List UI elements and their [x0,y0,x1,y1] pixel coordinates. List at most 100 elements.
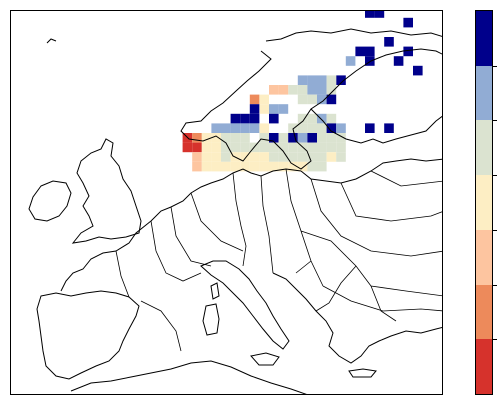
coastline-iberia [36,290,140,380]
grid-cell [221,161,231,172]
map-panel [10,10,443,395]
grid-cell [240,133,250,143]
grid-cell [288,161,298,172]
grid-cell [259,152,269,162]
colorbar-tick [493,175,497,177]
coastline-norway-tip [46,38,57,44]
grid-cell [307,142,317,153]
grid-cell [240,161,250,172]
grid-cell [317,94,327,105]
grid-cell [221,142,231,153]
grid-cell [307,94,317,105]
grid-cell [403,17,413,28]
grid-cell [336,75,346,85]
grid-cell [201,161,212,172]
colorbar-tick [493,284,497,286]
grid-cell [326,94,337,105]
grid-cell [355,46,365,57]
grid-cell [336,152,346,162]
grid-cell [297,123,308,133]
grid-cell [384,123,394,133]
coastline-finland [310,108,442,144]
grid-cell [317,133,327,143]
grid-cells [182,11,423,172]
colorbar-tick [493,339,497,341]
grid-cell [230,123,241,133]
grid-cell [307,161,317,172]
europe-map [28,11,442,394]
grid-cell [201,142,212,153]
grid-cell [365,11,375,18]
grid-cell [307,113,317,124]
colorbar-tick [493,120,497,122]
coastline-sicily [250,352,280,366]
colorbar-swatch-4 [476,175,492,231]
grid-cell [317,142,327,153]
grid-cell [240,152,250,162]
coastline-corsica [210,282,220,300]
grid-cell [336,142,346,153]
grid-cell [413,65,423,76]
grid-cell [317,123,327,133]
colorbar-swatch-7 [476,11,492,67]
grid-cell [326,75,337,85]
grid-cell [297,133,308,143]
grid-cell [307,75,317,85]
grid-cell [211,161,221,172]
grid-cell [297,75,308,85]
border-lines [115,168,442,352]
grid-cell [326,133,337,143]
coastline-scandinavia [180,28,442,170]
grid-cell [249,152,260,162]
grid-cell [307,85,317,95]
grid-cell [269,152,279,162]
coastline-ireland [28,180,72,222]
colorbar-swatch-6 [476,65,492,121]
grid-cell [192,142,202,153]
grid-cell [269,113,279,124]
grid-cell [259,142,269,153]
grid-cell [240,142,250,153]
grid-cell [259,94,269,105]
grid-cell [249,104,260,114]
coastline-sardinia [202,303,220,336]
grid-cell [374,11,385,18]
country-borders [28,28,442,394]
grid-cell [326,85,337,95]
grid-cell [297,94,308,105]
colorbar-tick [493,229,497,231]
grid-cell [384,37,394,47]
grid-cell [230,161,241,172]
coastline-britain [71,138,142,244]
grid-cell [317,113,327,124]
grid-cell [307,123,317,133]
grid-cell [259,133,269,143]
grid-cell [288,123,298,133]
grid-cell [297,161,308,172]
grid-cell [240,113,250,124]
grid-cell [288,85,298,95]
coastline-italy [200,260,290,350]
grid-cell [307,133,317,143]
grid-cell [221,152,231,162]
grid-cell [211,123,221,133]
grid-cell [269,133,279,143]
grid-cell [278,133,289,143]
grid-cell [201,133,212,143]
grid-cell [403,46,413,57]
grid-cell [269,142,279,153]
grid-cell [345,56,356,66]
grid-cell [249,113,260,124]
grid-cell [269,85,279,95]
grid-cell [240,123,250,133]
grid-cell [336,123,346,133]
grid-cell [297,85,308,95]
colorbar-swatch-2 [476,284,492,340]
coastline-balkans [272,272,442,364]
colorbar-swatch-5 [476,120,492,176]
grid-cell [259,123,269,133]
grid-cell [221,123,231,133]
grid-cell [326,152,337,162]
grid-cell [221,133,231,143]
grid-cell [259,104,269,114]
